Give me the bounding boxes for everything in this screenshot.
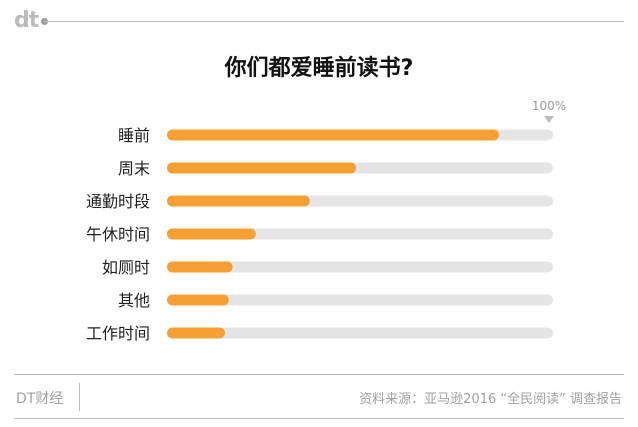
category-label: 睡前 [118, 126, 150, 145]
bar-工作时间 [167, 327, 225, 339]
bar-周末 [167, 162, 357, 174]
footer-divider-bottom [14, 418, 624, 419]
bar-如厕时 [167, 261, 233, 273]
footer-brand: DT财经 [16, 391, 64, 407]
category-label: 其他 [118, 291, 150, 310]
footer-separator [79, 383, 80, 411]
category-label: 周末 [118, 159, 150, 178]
bar-其他 [167, 294, 229, 306]
bar-track [167, 228, 553, 240]
category-label: 通勤时段 [86, 192, 150, 211]
footer-source: 资料来源：亚马逊2016 “全民阅读” 调查报告 [359, 392, 622, 407]
bar-通勤时段 [167, 195, 310, 207]
bar-午休时间 [167, 228, 256, 240]
max-value-label: 100% [532, 99, 566, 113]
bar-睡前 [167, 129, 499, 141]
bar-track [167, 261, 553, 273]
footer-divider-top [14, 374, 624, 375]
category-label: 午休时间 [86, 225, 150, 244]
bar-track [167, 327, 553, 339]
max-marker-triangle-icon [544, 116, 554, 123]
bar-track [167, 294, 553, 306]
chart-title: 你们都爱睡前读书? [224, 56, 414, 81]
top-divider [44, 21, 624, 22]
dt-logo: dt [14, 8, 39, 33]
category-label: 工作时间 [86, 324, 150, 343]
category-label: 如厕时 [102, 258, 150, 277]
